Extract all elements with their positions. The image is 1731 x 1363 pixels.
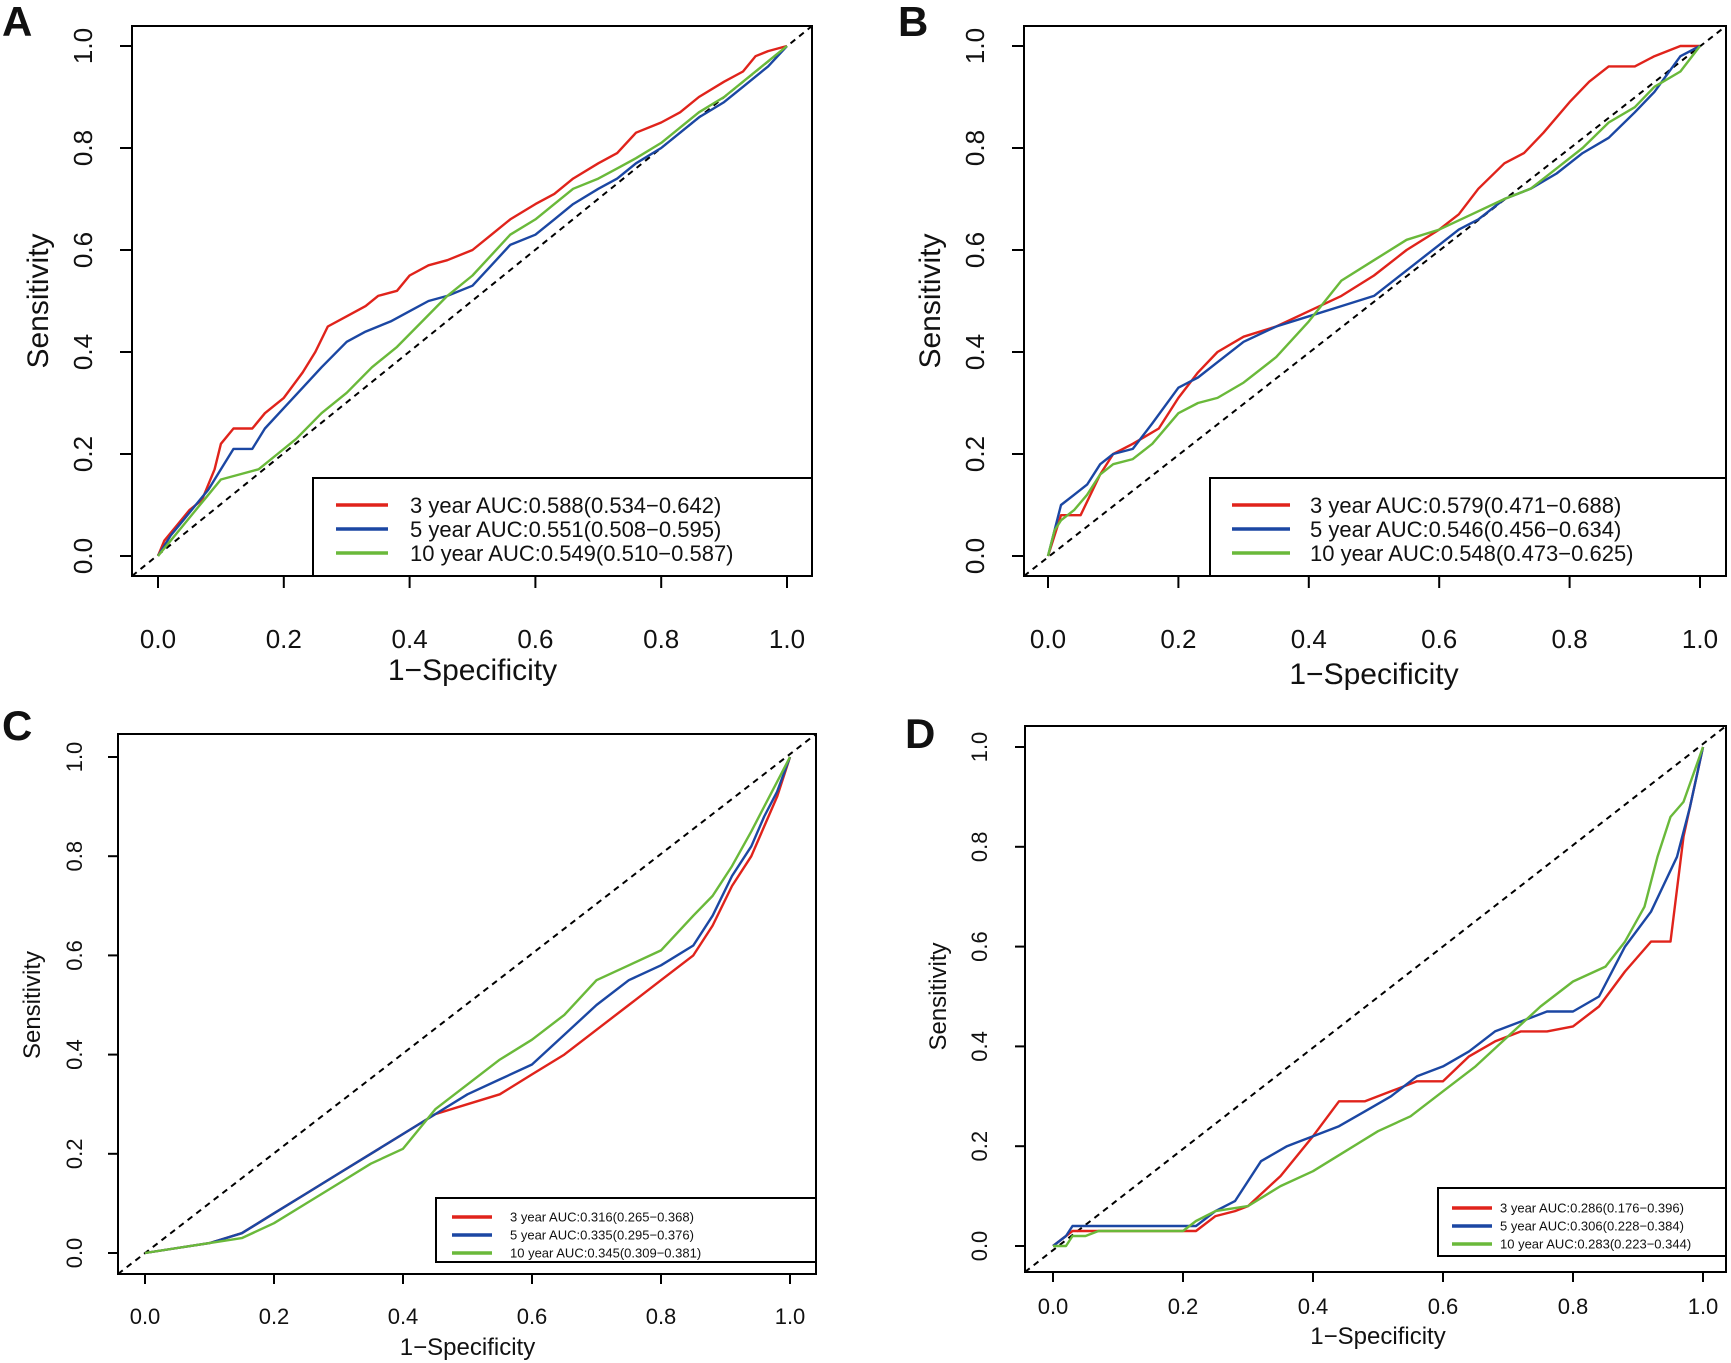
roc-curve-series-3	[144, 756, 792, 1255]
roc-curve-series-1	[1046, 44, 1700, 557]
legend-entry: 3 year AUC:0.579(0.471−0.688)	[1310, 493, 1621, 518]
roc-panel-d: 0.0 0.2 0.4 0.6 0.8 1.0 0.0 0.2 0.4 0.6 0.8 1.0 1−Sp…	[925, 725, 1727, 1350]
legend-box	[1209, 477, 1727, 577]
reference-diagonal	[1023, 25, 1727, 577]
panel-label-d: D	[905, 710, 935, 757]
x-tick-label: 0.6	[1428, 1294, 1459, 1319]
y-tick-label: 1.0	[960, 28, 990, 64]
x-tick-label: 1.0	[769, 624, 805, 654]
roc-curve-series-3	[1046, 45, 1701, 557]
x-tick-label: 0.4	[392, 624, 428, 654]
y-axis-title: Sensitivity	[925, 942, 952, 1050]
y-tick-label: 0.0	[960, 538, 990, 574]
y-tick-label: 0.0	[967, 1231, 992, 1262]
legend-entry: 3 year AUC:0.588(0.534−0.642)	[410, 493, 721, 518]
x-tick-label: 0.4	[388, 1304, 419, 1329]
x-tick-label: 0.8	[646, 1304, 677, 1329]
y-axis-title: Sensitivity	[914, 233, 947, 368]
legend-entry: 10 year AUC:0.548(0.473−0.625)	[1310, 541, 1634, 566]
y-tick-label: 0.2	[62, 1139, 87, 1170]
x-tick-label: 1.0	[775, 1304, 806, 1329]
reference-diagonal	[1024, 725, 1727, 1273]
y-tick-label: 0.6	[967, 931, 992, 962]
x-tick-label: 0.2	[1160, 624, 1196, 654]
reference-diagonal	[117, 733, 817, 1275]
legend-entry: 10 year AUC:0.283(0.223−0.344)	[1500, 1237, 1691, 1252]
y-tick-label: 0.4	[960, 334, 990, 370]
x-tick-label: 0.2	[1168, 1294, 1199, 1319]
x-tick-label: 1.0	[1682, 624, 1718, 654]
y-tick-label: 0.6	[68, 232, 98, 268]
panel-label-a: A	[2, 0, 32, 45]
y-tick-label: 0.2	[967, 1131, 992, 1162]
x-tick-label: 0.6	[517, 1304, 548, 1329]
x-tick-label: 0.0	[130, 1304, 161, 1329]
x-tick-label: 0.2	[266, 624, 302, 654]
legend-entry: 5 year AUC:0.306(0.228−0.384)	[1500, 1219, 1684, 1234]
x-tick-label: 0.0	[1038, 1294, 1069, 1319]
y-tick-label: 0.8	[967, 832, 992, 863]
roc-curve-series-2	[156, 45, 788, 557]
y-tick-label: 0.4	[967, 1031, 992, 1062]
y-axis-title: Sensitivity	[22, 233, 55, 368]
roc-curve-series-3	[157, 45, 788, 557]
x-tick-label: 1.0	[1688, 1294, 1719, 1319]
roc-panel-c: 0.0 0.2 0.4 0.6 0.8 1.0 0.0 0.2 0.4 0.6 0.8 1.0 1−Sp…	[19, 733, 817, 1361]
y-tick-label: 0.8	[960, 130, 990, 166]
y-tick-label: 1.0	[62, 742, 87, 773]
x-axis-title: 1−Specificity	[400, 1334, 535, 1361]
y-tick-label: 0.0	[68, 538, 98, 574]
y-tick-label: 0.2	[68, 436, 98, 472]
y-tick-label: 1.0	[68, 28, 98, 64]
y-tick-label: 0.0	[62, 1238, 87, 1269]
y-tick-label: 0.6	[960, 232, 990, 268]
x-tick-label: 0.2	[259, 1304, 290, 1329]
x-axis-title: 1−Specificity	[388, 654, 557, 687]
legend-box	[312, 477, 813, 577]
legend-box	[435, 1197, 817, 1263]
panel-label-c: C	[2, 702, 32, 749]
x-tick-label: 0.0	[1030, 624, 1066, 654]
x-axis-title: 1−Specificity	[1289, 658, 1458, 691]
legend-entry: 3 year AUC:0.316(0.265−0.368)	[510, 1210, 694, 1225]
y-tick-label: 0.2	[960, 436, 990, 472]
x-tick-label: 0.8	[643, 624, 679, 654]
legend-entry: 5 year AUC:0.546(0.456−0.634)	[1310, 517, 1621, 542]
legend-entry: 10 year AUC:0.345(0.309−0.381)	[510, 1246, 701, 1261]
panel-label-b: B	[898, 0, 928, 45]
roc-panel-a: 0.0 0.2 0.4 0.6 0.8 1.0 0.0 0.2 0.4 0.6 0.8 1.0 1−Sp…	[22, 25, 813, 687]
roc-panel-b: 0.0 0.2 0.4 0.6 0.8 1.0 0.0 0.2 0.4 0.6 0.8 1.0 1−Sp…	[914, 25, 1727, 691]
legend-entry: 5 year AUC:0.335(0.295−0.376)	[510, 1228, 694, 1243]
y-tick-label: 0.4	[62, 1039, 87, 1070]
y-tick-label: 0.4	[68, 334, 98, 370]
roc-curve-series-1	[156, 44, 788, 557]
legend-entry: 3 year AUC:0.286(0.176−0.396)	[1500, 1201, 1684, 1216]
x-tick-label: 0.6	[517, 624, 553, 654]
y-tick-label: 0.6	[62, 940, 87, 971]
roc-curve-series-3	[1053, 746, 1705, 1248]
y-tick-label: 1.0	[967, 732, 992, 763]
roc-curve-series-2	[1052, 746, 1705, 1247]
y-tick-label: 0.8	[68, 130, 98, 166]
x-tick-label: 0.0	[140, 624, 176, 654]
y-axis-title: Sensitivity	[19, 951, 46, 1059]
legend-entry: 10 year AUC:0.549(0.510−0.587)	[410, 541, 734, 566]
y-tick-label: 0.8	[62, 841, 87, 872]
x-tick-label: 0.4	[1291, 624, 1327, 654]
roc-curve-series-2	[1046, 44, 1701, 557]
x-tick-label: 0.6	[1421, 624, 1457, 654]
x-axis-title: 1−Specificity	[1310, 1323, 1445, 1350]
x-tick-label: 0.8	[1558, 1294, 1589, 1319]
legend-entry: 5 year AUC:0.551(0.508−0.595)	[410, 517, 721, 542]
x-tick-label: 0.4	[1298, 1294, 1329, 1319]
roc-curve-series-2	[144, 756, 792, 1255]
x-tick-label: 0.8	[1552, 624, 1588, 654]
